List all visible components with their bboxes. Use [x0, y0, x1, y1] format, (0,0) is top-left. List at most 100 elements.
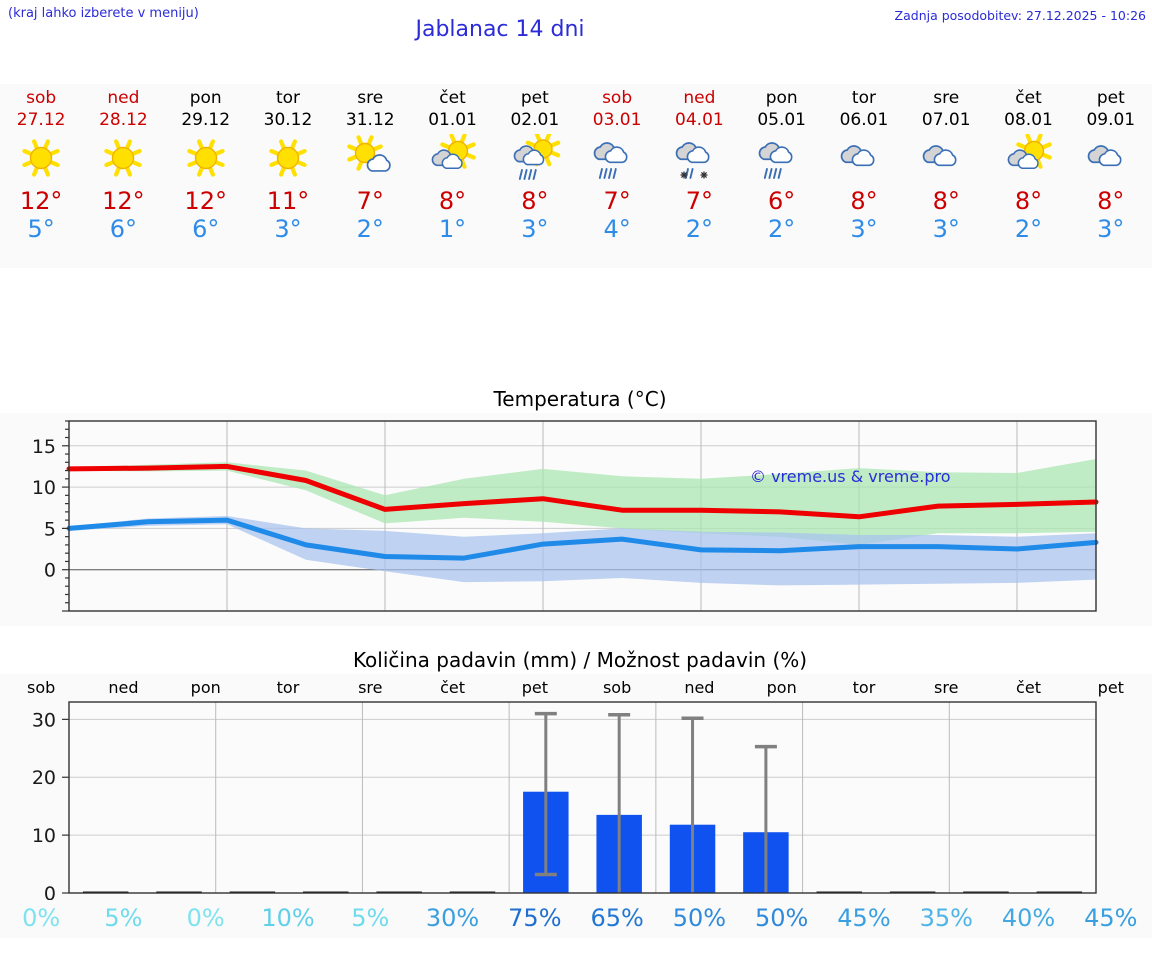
- temperature-ytick-label: 10: [32, 477, 56, 499]
- sun-small-cloud-icon: [329, 134, 411, 186]
- precipitation-bar: [889, 891, 936, 893]
- day-column[interactable]: pon 05.01 6° 2°: [741, 84, 823, 268]
- sun-icon: [247, 134, 329, 186]
- menu-hint-text: (kraj lahko izberete v meniju): [8, 6, 199, 21]
- precipitation-chart-block: Količina padavin (mm) / Možnost padavin …: [0, 640, 1152, 930]
- day-column[interactable]: čet 08.01 8° 2°: [987, 84, 1069, 268]
- day-of-week-label: pon: [189, 88, 222, 108]
- last-updated-text: Zadnja posodobitev: 27.12.2025 - 10:26: [894, 8, 1146, 23]
- copyright-text: © vreme.us & vreme.pro: [750, 467, 951, 486]
- day-of-week-label: pon: [765, 88, 798, 108]
- max-temperature-value: 8°: [438, 187, 467, 215]
- day-of-week-label: pet: [1096, 88, 1125, 108]
- day-of-week-label: sob: [26, 88, 57, 108]
- cloud-icon: [823, 134, 905, 186]
- precipitation-probability-row: 0% 5% 0% 10% 5% 30% 75% 65% 50% 50% 45% 35% 40% 45%: [0, 900, 1152, 938]
- min-temperature-value: 3°: [521, 215, 549, 243]
- day-of-week-label: ned: [683, 88, 716, 108]
- day-column[interactable]: pet 09.01 8° 3°: [1070, 84, 1152, 268]
- cloud-rain-icon: [576, 134, 658, 186]
- precipitation-plot-area: [69, 702, 1096, 893]
- precipitation-probability-value: 75%: [508, 904, 562, 932]
- precipitation-day-label: pet: [521, 678, 548, 697]
- temperature-min-line: [66, 517, 1099, 561]
- day-column[interactable]: tor 30.12 11° 3°: [247, 84, 329, 268]
- max-temperature-value: 11°: [266, 187, 310, 215]
- precipitation-probability-value: 45%: [837, 904, 891, 932]
- precipitation-bar: [449, 891, 496, 893]
- max-temperature-value: 12°: [19, 187, 63, 215]
- max-temperature-value: 8°: [932, 187, 960, 215]
- day-date-label: 06.01: [839, 110, 889, 130]
- precipitation-day-label: ned: [684, 678, 715, 697]
- day-date-label: 09.01: [1086, 110, 1136, 130]
- precipitation-ytick-label: 0: [44, 883, 56, 905]
- day-column[interactable]: pet 02.01 8° 3°: [494, 84, 576, 268]
- precipitation-day-label: tor: [852, 678, 876, 697]
- max-temperature-value: 8°: [521, 187, 549, 215]
- day-of-week-label: sre: [933, 88, 960, 108]
- day-date-label: 30.12: [263, 110, 313, 130]
- day-of-week-label: tor: [275, 88, 301, 108]
- precipitation-bar: [82, 891, 129, 893]
- day-date-label: 02.01: [510, 110, 560, 130]
- day-column[interactable]: sob 27.12 12° 5°: [0, 84, 82, 268]
- day-column[interactable]: sre 31.12 7° 2°: [329, 84, 411, 268]
- precipitation-plot-border: [68, 701, 1097, 894]
- precipitation-chart-svg: 0 10 20 30: [32, 701, 1097, 905]
- day-column[interactable]: ned 28.12 12° 6°: [82, 84, 164, 268]
- min-temperature-value: 3°: [1097, 215, 1125, 243]
- temperature-ytick-label: 15: [32, 436, 56, 458]
- day-column[interactable]: čet 01.01 8° 1°: [411, 84, 493, 268]
- sun-icon: [82, 134, 164, 186]
- precipitation-probability-value: 30%: [425, 904, 480, 932]
- max-temperature-value: 12°: [102, 187, 145, 215]
- precipitation-probability-value: 50%: [755, 904, 809, 932]
- min-temperature-value: 2°: [685, 215, 714, 243]
- day-of-week-label: sre: [357, 88, 384, 108]
- cloud-icon: [905, 134, 987, 186]
- temperature-chart-title: Temperatura (°C): [493, 387, 667, 411]
- sun-cloud-icon: [987, 134, 1069, 186]
- temperature-chart-block: Temperatura (°C) 0 5 10 15: [0, 380, 1152, 626]
- day-date-label: 04.01: [675, 110, 724, 130]
- precipitation-bar: [963, 891, 1009, 893]
- day-column[interactable]: pon 29.12 12° 6°: [165, 84, 247, 268]
- day-date-label: 01.01: [428, 110, 477, 130]
- day-column[interactable]: sre 07.01 8° 3°: [905, 84, 987, 268]
- cloud-rain-snow-icon: [658, 134, 740, 186]
- min-temperature-value: 5°: [27, 215, 55, 243]
- day-date-label: 03.01: [592, 110, 642, 130]
- min-temperature-value: 6°: [192, 215, 220, 243]
- precipitation-day-label: pon: [766, 678, 797, 697]
- precipitation-day-label: pet: [1097, 678, 1124, 697]
- precipitation-day-label: čet: [1016, 678, 1041, 697]
- min-temperature-value: 1°: [438, 215, 467, 243]
- min-temperature-value: 3°: [850, 215, 878, 243]
- precipitation-probability-value: 0%: [186, 904, 225, 932]
- sun-cloud-icon: [411, 134, 493, 186]
- precipitation-day-label: pon: [190, 678, 221, 697]
- min-temperature-value: 2°: [356, 215, 384, 243]
- cloud-rain-icon: [741, 134, 823, 186]
- day-date-label: 31.12: [345, 110, 395, 130]
- day-date-label: 07.01: [921, 110, 971, 130]
- day-column[interactable]: sob 03.01 7° 4°: [576, 84, 658, 268]
- precipitation-probability-value: 0%: [22, 904, 61, 932]
- day-of-week-label: tor: [851, 88, 876, 108]
- max-temperature-value: 8°: [1097, 187, 1125, 215]
- temperature-max-line: [66, 463, 1099, 520]
- precipitation-probability-value: 5%: [351, 904, 390, 932]
- max-temperature-value: 12°: [184, 187, 227, 215]
- top-header-bar: (kraj lahko izberete v meniju) Jablanac …: [0, 0, 1152, 46]
- min-temperature-value: 4°: [603, 215, 631, 243]
- day-column[interactable]: ned 04.01 7° 2°: [658, 84, 740, 268]
- precipitation-day-label: sre: [358, 678, 383, 697]
- precipitation-probability-value: 65%: [590, 904, 644, 932]
- day-date-label: 27.12: [16, 110, 66, 130]
- day-column[interactable]: tor 06.01 8° 3°: [823, 84, 905, 268]
- precipitation-day-label: sre: [934, 678, 959, 697]
- temperature-chart-svg: 0 5 10 15: [32, 420, 1099, 612]
- sun-icon: [0, 134, 82, 186]
